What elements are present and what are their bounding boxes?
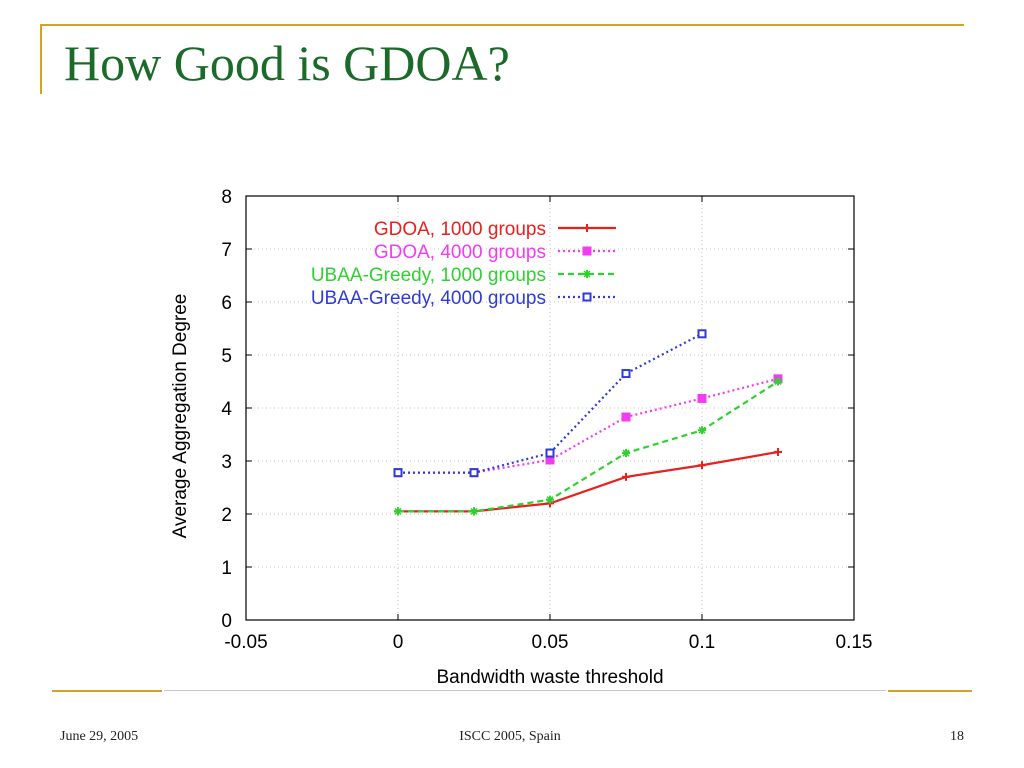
y-tick-label: 5 — [221, 346, 232, 367]
y-tick-label: 7 — [221, 240, 232, 261]
footer-rule-right — [888, 690, 972, 692]
x-tick-label: 0.05 — [532, 632, 569, 653]
legend-label: UBAA-Greedy, 1000 groups — [311, 265, 546, 286]
data-point — [621, 412, 631, 422]
y-tick-label: 2 — [221, 505, 232, 526]
legend-label: GDOA, 1000 groups — [374, 219, 546, 240]
footer-date: June 29, 2005 — [60, 729, 139, 744]
left-rule — [40, 24, 42, 94]
page-number: 18 — [950, 729, 964, 744]
y-tick-label: 0 — [221, 611, 232, 632]
x-tick-label: 0 — [393, 632, 404, 653]
x-tick-label: 0.15 — [836, 632, 873, 653]
series-line — [398, 380, 779, 513]
data-point — [697, 393, 707, 403]
series-4 — [393, 329, 707, 478]
legend-label: GDOA, 4000 groups — [374, 242, 546, 263]
data-point — [621, 369, 631, 379]
data-point — [394, 507, 402, 516]
legend-label: UBAA-Greedy, 4000 groups — [311, 288, 546, 309]
data-point — [622, 449, 630, 458]
footer-conference: ISCC 2005, Spain — [459, 729, 561, 744]
legend-marker — [583, 224, 591, 232]
y-tick-label: 6 — [221, 293, 232, 314]
top-rule — [40, 24, 964, 26]
data-point — [697, 329, 707, 339]
series-line — [398, 332, 703, 474]
footer-rule-middle — [164, 690, 886, 691]
data-point — [545, 448, 555, 458]
slide-title: How Good is GDOA? — [64, 35, 510, 91]
series-3 — [394, 377, 782, 516]
data-point — [393, 468, 403, 478]
data-point — [698, 426, 706, 435]
y-tick-label: 8 — [221, 187, 232, 208]
legend-marker — [582, 246, 592, 256]
footer-rule-left — [52, 690, 162, 692]
legend-marker — [582, 292, 592, 302]
y-tick-label: 1 — [221, 558, 232, 579]
data-point — [774, 447, 782, 456]
data-point — [622, 472, 630, 481]
data-point — [546, 495, 554, 504]
data-point — [469, 468, 479, 478]
y-axis-label: Average Aggregation Degree — [170, 294, 191, 539]
x-axis-label: Bandwidth waste threshold — [436, 667, 663, 688]
data-point — [774, 377, 782, 386]
y-tick-label: 3 — [221, 452, 232, 473]
data-point — [698, 461, 706, 470]
data-point — [470, 507, 478, 516]
x-tick-label: 0.1 — [689, 632, 715, 653]
y-tick-label: 4 — [221, 399, 232, 420]
legend-marker — [583, 270, 591, 278]
x-tick-label: -0.05 — [224, 632, 267, 653]
series-line — [398, 377, 779, 474]
